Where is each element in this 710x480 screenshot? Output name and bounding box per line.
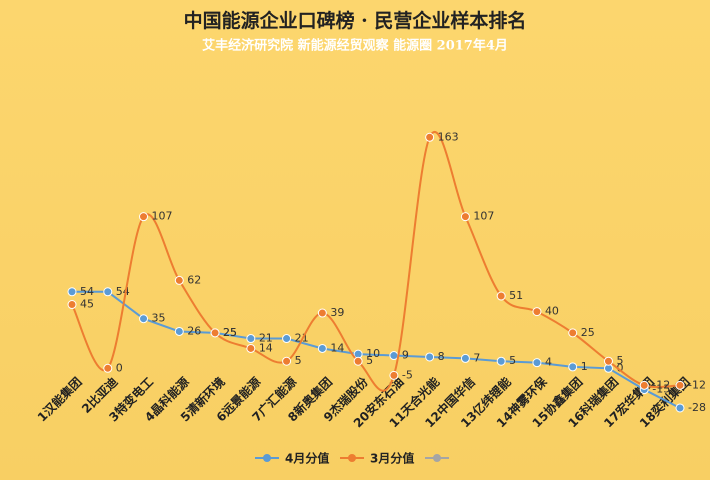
point	[282, 356, 292, 366]
point	[675, 403, 685, 413]
value-label: 62	[187, 273, 201, 286]
legend-marker	[433, 454, 441, 462]
value-label: 54	[80, 285, 94, 298]
value-label: 163	[438, 130, 459, 143]
point	[389, 351, 399, 361]
point	[67, 287, 77, 297]
legend-label: 4月分值	[285, 451, 329, 466]
value-label: -28	[688, 401, 706, 414]
line	[72, 290, 681, 409]
value-label: 5	[295, 354, 302, 367]
value-label: 5	[509, 354, 516, 367]
point	[246, 334, 256, 344]
value-label: 39	[330, 306, 344, 319]
legend-marker	[348, 454, 356, 462]
point	[425, 352, 435, 362]
chart-subtitle: 艾丰经济研究院 新能源经贸观察 能源圈 2017年4月	[202, 38, 508, 54]
value-label: 21	[295, 332, 309, 345]
chart-title: 中国能源企业口碑榜 · 民营企业样本排名	[184, 9, 527, 32]
legend-marker	[263, 454, 271, 462]
value-label: 107	[473, 210, 494, 223]
value-label: 10	[366, 347, 380, 360]
point	[568, 362, 578, 372]
point	[282, 334, 292, 344]
value-label: 9	[402, 349, 409, 362]
value-label: 8	[438, 350, 445, 363]
value-label: -12	[688, 378, 706, 391]
point	[675, 380, 685, 390]
value-label: 51	[509, 289, 523, 302]
point	[532, 358, 542, 368]
point	[103, 287, 113, 297]
point	[639, 380, 649, 390]
point	[103, 363, 113, 373]
point	[139, 212, 149, 222]
point	[67, 300, 77, 310]
value-label: 7	[473, 351, 480, 364]
value-label: 40	[545, 305, 559, 318]
value-label: 14	[259, 341, 273, 354]
point	[532, 307, 542, 317]
point	[460, 212, 470, 222]
value-label: 107	[152, 210, 173, 223]
value-label: 14	[330, 341, 344, 354]
value-label: 1	[581, 360, 588, 373]
point	[317, 343, 327, 353]
point	[174, 326, 184, 336]
value-label: 25	[223, 326, 237, 339]
x-tick-label: 1汉能集团	[34, 374, 84, 424]
point	[389, 370, 399, 380]
value-label: 26	[187, 324, 201, 337]
point	[246, 343, 256, 353]
value-label: 25	[223, 326, 237, 339]
value-label: 5	[366, 354, 373, 367]
point	[603, 356, 613, 366]
point	[174, 275, 184, 285]
value-label: 21	[259, 332, 273, 345]
point	[496, 356, 506, 366]
point	[139, 314, 149, 324]
legend-label: 3月分值	[370, 451, 414, 466]
point	[210, 328, 220, 338]
point	[496, 291, 506, 301]
value-label: 4	[545, 356, 552, 369]
value-label: 25	[581, 326, 595, 339]
point	[460, 353, 470, 363]
value-label: -5	[402, 368, 413, 381]
point	[425, 132, 435, 142]
value-label: 0	[116, 361, 123, 374]
value-label: 45	[80, 298, 94, 311]
point	[353, 356, 363, 366]
point	[317, 308, 327, 318]
value-label: 0	[616, 361, 623, 374]
point	[568, 328, 578, 338]
value-label: -12	[652, 378, 670, 391]
value-label: 5	[616, 354, 623, 367]
value-label: 35	[152, 312, 166, 325]
line	[71, 131, 681, 392]
